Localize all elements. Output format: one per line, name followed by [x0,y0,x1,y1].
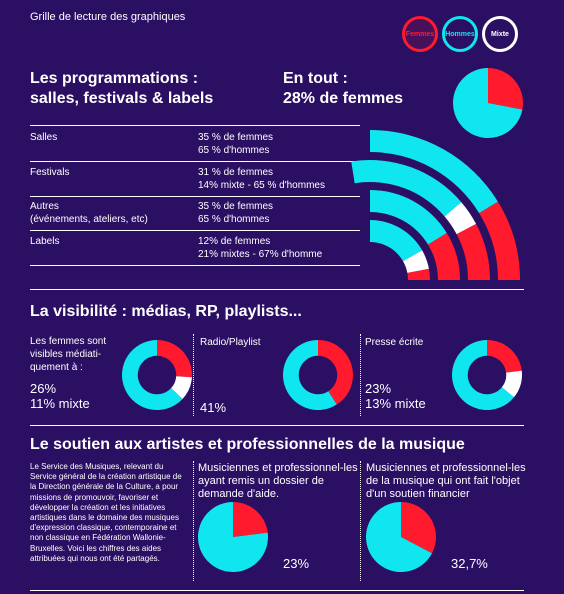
visibility-title: La visibilité : médias, RP, playlists... [30,303,302,320]
support-soutien-pie [366,502,436,572]
support-demande-pie [198,502,268,572]
pie-slice-femmes [157,340,192,378]
pie-slice-femmes [487,340,522,373]
ring-festivals-hommes [351,160,462,217]
total-pie-chart [453,68,523,138]
ring-salles-femmes [479,201,520,280]
ring-festivals-mixte [444,202,477,235]
visibility-intro: Les femmes sont visibles médiati- quemen… [30,336,107,373]
row-value-autres: 35 % de femmes 65 % d'hommes [198,201,274,225]
vis-medias-value: 26% [30,381,57,396]
ring-festivals-femmes [456,223,490,280]
support-soutien-label: Musiciennes et professionnel-les de la m… [366,462,526,500]
vis-presse-value: 23% [365,381,392,396]
vertical-separator [360,461,361,581]
pie-slice-femmes [401,502,436,554]
support-title: Le soutien aux artistes et professionnel… [30,436,465,453]
programmations-radial-chart [351,130,520,280]
ring-salles-hommes [370,130,498,214]
prog-title-2: salles, festivals & labels [30,90,214,107]
pie-slice-femmes [233,502,268,537]
ring-autres-hommes [370,190,447,245]
vis-presse-mixte: 13% mixte [365,396,426,411]
ring-autres-femmes [427,232,460,280]
pie-slice-mixte [501,370,522,398]
legend-mixte: Mixte [482,16,518,52]
ring-labels-hommes [370,220,423,262]
vertical-separator [360,334,361,416]
vis-medias-mixte: 11% mixte [30,396,90,411]
pie-slice-hommes [198,502,268,572]
section-divider [30,425,524,426]
vis-presse-label: Presse écrite [365,337,424,348]
row-value-labels: 12% de femmes 21% mixtes - 67% d'homme [198,236,323,260]
row-label-salles: Salles [30,132,58,143]
pie-slice-hommes [453,68,523,138]
row-value-salles: 35 % de femmes 65 % d'hommes [198,132,274,156]
section-divider [30,289,524,290]
pie-slice-femmes [488,68,523,110]
divider [30,230,360,231]
prog-title-1: Les programmations : [30,70,199,87]
divider [30,125,360,126]
support-demande-value: 23% [283,556,310,571]
vis-radio-donut [283,340,353,410]
legend-title: Grille de lecture des graphiques [30,11,186,23]
prog-total-1: En tout : [283,70,348,87]
vis-presse-donut [452,340,522,410]
pie-slice-hommes [283,340,337,410]
pie-slice-hommes [122,340,183,410]
divider [30,161,360,162]
pie-slice-mixte [171,376,192,399]
pie-slice-femmes [318,340,353,405]
divider [30,196,360,197]
row-label-festivals: Festivals [30,167,70,178]
row-label-labels: Labels [30,236,60,247]
divider [30,265,360,266]
support-paragraph: Le Service des Musiques, relevant du Ser… [30,462,182,563]
ring-labels-femmes [407,268,430,280]
vis-radio-label: Radio/Playlist [200,337,261,348]
vis-medias-donut [122,340,192,410]
legend-hommes: Hommes [442,16,478,52]
ring-labels-mixte [403,250,429,273]
vis-radio-value: 41% [200,400,227,415]
support-soutien-value: 32,7% [451,556,488,571]
support-demande-label: Musiciennes et professionnel-les ayant r… [198,462,358,500]
pie-slice-hommes [366,502,432,572]
vertical-separator [193,334,194,416]
row-label-autres: Autres (événements, ateliers, etc) [30,201,148,225]
vertical-separator [193,461,194,581]
legend-femmes: Femmes [402,16,438,52]
pie-slice-hommes [452,340,514,410]
prog-total-2: 28% de femmes [283,90,404,107]
section-divider [30,590,524,591]
row-value-festivals: 31 % de femmes 14% mixte - 65 % d'hommes [198,167,325,191]
